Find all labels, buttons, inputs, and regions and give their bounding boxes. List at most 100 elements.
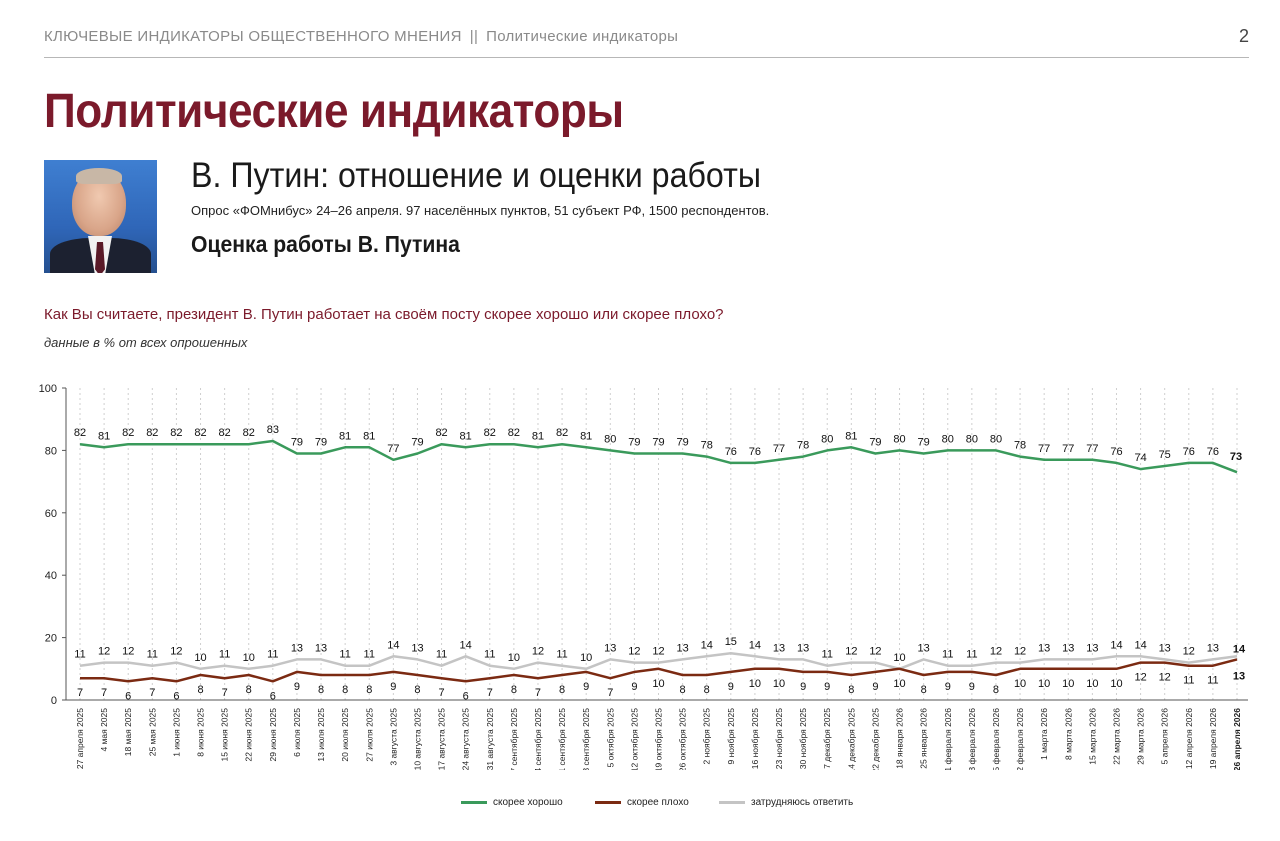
x-tick-label: 15 февраля 2026	[991, 708, 1001, 770]
x-tick-label: 20 июля 2025	[340, 708, 350, 762]
y-tick-label: 20	[45, 633, 57, 645]
data-label-bad: 8	[680, 684, 686, 696]
x-tick-label: 8 июня 2025	[196, 708, 206, 757]
data-label-unsure: 11	[267, 649, 278, 661]
data-label-good: 73	[1230, 451, 1242, 463]
header-breadcrumb: КЛЮЧЕВЫЕ ИНДИКАТОРЫ ОБЩЕСТВЕННОГО МНЕНИЯ…	[44, 28, 678, 45]
main-title: Политические индикаторы	[44, 85, 624, 138]
data-label-bad: 9	[294, 681, 300, 693]
x-tick-label: 26 октября 2025	[678, 708, 688, 770]
series-line-0	[79, 439, 1238, 474]
data-label-unsure: 14	[387, 639, 399, 651]
legend-label-unsure: затрудняюсь ответить	[751, 797, 854, 808]
survey-question: Как Вы считаете, президент В. Путин рабо…	[44, 306, 724, 323]
data-label-bad: 9	[800, 681, 806, 693]
x-tick-label: 21 сентября 2025	[557, 708, 567, 770]
chart-legend: скорее хорошо скорее плохо затрудняюсь о…	[0, 797, 1280, 815]
legend-label-bad: скорее плохо	[627, 797, 689, 808]
legend-item-good: скорее хорошо	[461, 797, 563, 808]
data-label-bad: 11	[1183, 675, 1194, 687]
data-label-bad: 8	[366, 684, 372, 696]
data-label-unsure: 12	[652, 646, 664, 658]
data-label-unsure: 13	[797, 642, 809, 654]
x-tick-label: 27 июля 2025	[364, 708, 374, 762]
x-tick-label: 10 августа 2025	[412, 708, 422, 770]
data-label-unsure: 11	[942, 649, 953, 661]
legend-item-bad: скорее плохо	[595, 797, 689, 808]
data-label-unsure: 11	[74, 649, 85, 661]
data-label-good: 81	[98, 430, 110, 442]
x-tick-label: 3 августа 2025	[388, 708, 398, 766]
data-label-good: 81	[363, 430, 375, 442]
data-label-good: 82	[122, 427, 134, 439]
x-tick-label: 25 мая 2025	[147, 708, 157, 757]
data-label-good: 82	[508, 427, 520, 439]
data-label-good: 76	[1183, 446, 1195, 458]
data-label-unsure: 13	[1207, 642, 1219, 654]
legend-swatch-bad	[595, 801, 621, 804]
data-label-unsure: 13	[773, 642, 785, 654]
data-label-unsure: 11	[966, 649, 977, 661]
data-label-bad: 7	[222, 687, 228, 699]
x-tick-label: 1 марта 2026	[1039, 708, 1049, 760]
data-label-good: 80	[990, 433, 1002, 445]
data-label-bad: 8	[342, 684, 348, 696]
portrait-photo	[44, 160, 157, 273]
legend-label-good: скорее хорошо	[493, 797, 563, 808]
data-label-unsure: 12	[845, 646, 857, 658]
data-label-unsure: 13	[1086, 642, 1098, 654]
data-label-good: 77	[773, 443, 785, 455]
page-number: 2	[1238, 26, 1249, 46]
y-tick-label: 40	[45, 570, 57, 582]
data-label-unsure: 13	[918, 642, 930, 654]
data-label-unsure: 14	[701, 639, 713, 651]
x-tick-label: 25 января 2026	[919, 708, 929, 769]
data-label-unsure: 12	[628, 646, 640, 658]
data-label-good: 82	[194, 427, 206, 439]
data-label-unsure: 10	[508, 652, 520, 664]
data-label-bad: 9	[872, 681, 878, 693]
data-label-bad: 8	[511, 684, 517, 696]
data-label-unsure: 13	[315, 642, 327, 654]
units-note: данные в % от всех опрошенных	[44, 335, 248, 350]
data-label-unsure: 12	[990, 646, 1002, 658]
data-label-unsure: 11	[822, 649, 833, 661]
data-label-bad: 8	[559, 684, 565, 696]
series-line-2	[79, 651, 1238, 671]
data-label-good: 76	[1207, 446, 1219, 458]
data-label-unsure: 14	[1134, 639, 1146, 651]
data-label-bad: 9	[824, 681, 830, 693]
data-label-good: 81	[339, 430, 351, 442]
x-tick-label: 22 марта 2026	[1111, 708, 1121, 765]
data-label-bad: 10	[652, 678, 664, 690]
data-label-bad: 9	[390, 681, 396, 693]
data-label-bad: 7	[77, 687, 83, 699]
data-label-bad: 8	[993, 684, 999, 696]
data-label-good: 79	[291, 437, 303, 449]
x-tick-label: 1 июня 2025	[171, 708, 181, 757]
data-label-unsure: 14	[749, 639, 761, 651]
data-label-good: 74	[1134, 452, 1146, 464]
data-label-unsure: 11	[436, 649, 447, 661]
data-label-bad: 10	[749, 678, 761, 690]
data-label-unsure: 12	[170, 646, 182, 658]
data-label-bad: 7	[607, 687, 613, 699]
data-label-bad: 7	[439, 687, 445, 699]
data-label-good: 83	[267, 424, 279, 436]
x-tick-label: 1 февраля 2026	[943, 708, 953, 770]
data-label-good: 82	[484, 427, 496, 439]
data-label-bad: 7	[149, 687, 155, 699]
x-tick-label: 16 ноября 2025	[750, 708, 760, 769]
data-label-unsure: 15	[725, 636, 737, 648]
data-label-bad: 8	[704, 684, 710, 696]
data-label-unsure: 11	[147, 649, 158, 661]
data-label-good: 80	[966, 433, 978, 445]
data-label-unsure: 10	[194, 652, 206, 664]
header-title: КЛЮЧЕВЫЕ ИНДИКАТОРЫ ОБЩЕСТВЕННОГО МНЕНИЯ	[44, 28, 462, 45]
x-tick-label: 29 марта 2026	[1136, 708, 1146, 765]
series-line-1	[80, 658, 1238, 683]
data-label-bad: 9	[969, 681, 975, 693]
data-label-good: 79	[628, 437, 640, 449]
line-chart: 0 20 40 60 80 100 27 апреля 2025 4 мая 2025 18 м…	[0, 370, 1280, 770]
data-label-good: 79	[315, 437, 327, 449]
